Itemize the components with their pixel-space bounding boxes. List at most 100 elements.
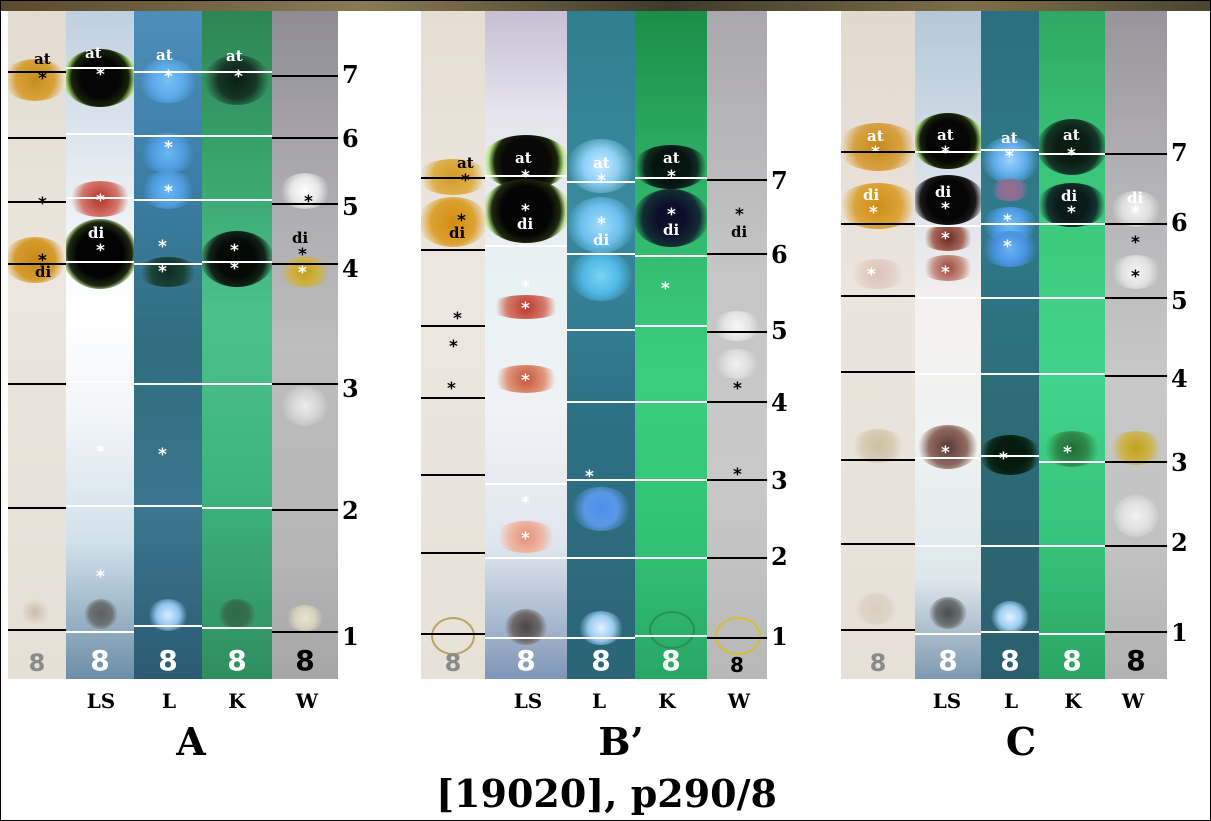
panel-a-ls-mark: * <box>96 241 105 261</box>
panel-b-ls-rf-line <box>485 557 567 559</box>
panel-b-ls-mark: * <box>521 277 530 297</box>
panel-b-ls-mark: * <box>521 201 530 221</box>
panel-b-l-mark: * <box>597 214 606 234</box>
panel-a-ls-rf-line <box>66 631 134 633</box>
panel-c-w-di-label: di <box>1127 189 1144 207</box>
panel-b-l-at-label: at <box>593 154 610 172</box>
panel-b-w-white-spot <box>713 311 761 341</box>
panel-a-l-rf-line <box>134 505 202 507</box>
panel-a-ref-at-label: at <box>34 50 51 68</box>
panel-a-l-dark-spot <box>138 257 198 287</box>
panel-b-l-rf-line <box>567 637 635 639</box>
panel-c-l-mark: * <box>1003 211 1012 231</box>
panel-b-ls-origin <box>505 609 547 645</box>
panel-b-k-rf-line <box>635 635 707 637</box>
panel-a-lane-label-ls: LS <box>86 689 116 713</box>
panel-a-ls-mark: * <box>96 442 105 462</box>
panel-c: at * di * * 8 at * di * * * * <box>841 11 1210 679</box>
panel-c-rf-line-3 <box>841 459 915 461</box>
panel-c-ref-number: 8 <box>869 649 887 677</box>
panel-c-ref-brown-spot <box>851 429 905 463</box>
panel-c-rf-line-2 <box>841 543 915 545</box>
panel-b-ref-number: 8 <box>444 649 462 677</box>
panel-b-k-at-label: at <box>663 149 680 167</box>
panel-a-k-rf-line <box>202 199 272 201</box>
panel-b-ls-rf-line <box>485 245 567 247</box>
panel-b-ref-origin <box>431 617 475 655</box>
panel-a-rf-number-3: 3 <box>342 374 359 403</box>
panel-b-k-di-spot <box>635 189 707 247</box>
panel-a-ls-rf-line <box>66 133 134 135</box>
panel-b-rf-number-5: 5 <box>771 316 788 345</box>
panel-a-rf-number-6: 6 <box>342 124 359 153</box>
panel-c-w-white-spot <box>1113 495 1159 537</box>
panel-b-k-rf-line <box>635 325 707 327</box>
panel-a-k-rf-line <box>202 71 272 73</box>
panel-b-ls-mark: * <box>521 299 530 319</box>
panel-c-k-rf-line <box>1039 297 1105 299</box>
panel-a-w-origin <box>286 605 324 631</box>
panel-c-rf-number-3: 3 <box>1171 448 1188 477</box>
panel-c-k-di-spot <box>1039 183 1105 227</box>
panel-a-l-rf-line <box>134 71 202 73</box>
panel-a-l-blue-spot <box>140 133 196 173</box>
panel-a-l-rf-line <box>134 383 202 385</box>
panel-c-w-mark: * <box>1131 233 1140 253</box>
panel-b-rf-line-5 <box>707 331 767 333</box>
panel-c-ref-di-label: di <box>863 186 880 204</box>
panel-a-lane-w: * di * * 8 <box>272 11 338 679</box>
panel-a-l-number: 8 <box>158 644 178 677</box>
panel-c-rf-line-1 <box>1105 631 1167 633</box>
panel-c-ls-rf-line <box>915 225 981 227</box>
panel-b-rf-line-1 <box>421 633 485 635</box>
panel-a-rf-line-5 <box>272 203 338 205</box>
panel-b-rf-number-6: 6 <box>771 240 788 269</box>
panel-c-ls-at-label: at <box>937 126 954 144</box>
panel-a-ref-mark: * <box>38 69 47 89</box>
panel-a-k-mark: * <box>234 67 243 87</box>
panel-c-l-mark: * <box>1003 237 1012 257</box>
panel-a-w-mark: * <box>298 245 307 265</box>
panel-b-l-origin <box>579 611 623 645</box>
panel-b-lane-w: * di * * 8 <box>707 11 767 679</box>
panel-a-ref-mark: * <box>38 194 47 214</box>
panel-a-lane-label-l: L <box>161 689 177 713</box>
panel-b-w-mark: * <box>733 379 742 399</box>
panel-c-lane-ls: at * di * * * * 8 <box>915 11 981 679</box>
panel-b-ref-mark: * <box>447 379 456 399</box>
panel-a-l-mark: * <box>164 138 173 158</box>
panel-a-ls-rf-line <box>66 67 134 69</box>
panel-b-ls-mark: * <box>521 529 530 549</box>
panel-c-w-mark: * <box>1131 203 1140 223</box>
panel-b-ls-number: 8 <box>516 644 536 677</box>
panel-c-k-rf-line <box>1039 223 1105 225</box>
panel-c-ls-origin <box>929 597 967 629</box>
panel-c-l-red-spot <box>989 179 1031 201</box>
panel-a-ls-number: 8 <box>90 644 110 677</box>
panel-c-w-yellow-spot <box>1109 431 1163 465</box>
panel-c-rf-line-5 <box>841 295 915 297</box>
panel-a-label: A <box>176 719 206 764</box>
panel-b-w-di-label: di <box>731 223 748 241</box>
panel-a-reference-strip: at * * * di 8 <box>8 11 66 679</box>
panel-c-k-mark: * <box>1067 145 1076 165</box>
panel-c-rf-line-2 <box>1105 545 1167 547</box>
panel-a-rf-number-5: 5 <box>342 192 359 221</box>
panel-b-ref-mark: * <box>449 337 458 357</box>
panel-a-rf-line-3 <box>272 383 338 385</box>
panel-c-lane-label-k: K <box>1064 689 1082 713</box>
panel-a-ls-origin <box>84 599 118 629</box>
panel-a-l-rf-line <box>134 199 202 201</box>
panel-c-l-mark: * <box>999 449 1008 469</box>
panel-b-ref-mark: * <box>457 211 466 231</box>
panel-b-ref-mark: * <box>453 309 462 329</box>
panel-a-rf-line-4 <box>272 263 338 265</box>
panel-a-rf-line-1 <box>8 629 66 631</box>
panel-a-w-mark: * <box>304 192 313 212</box>
panel-b-k-rf-line <box>635 557 707 559</box>
panel-b-ls-red-spot <box>495 521 557 553</box>
panel-b-ref-at-label: at <box>457 154 474 172</box>
panel-c-l-rf-line <box>981 545 1039 547</box>
panel-b-lane-k: at * * di * 8 <box>635 11 707 679</box>
panel-a-rf-line-4 <box>8 263 66 265</box>
